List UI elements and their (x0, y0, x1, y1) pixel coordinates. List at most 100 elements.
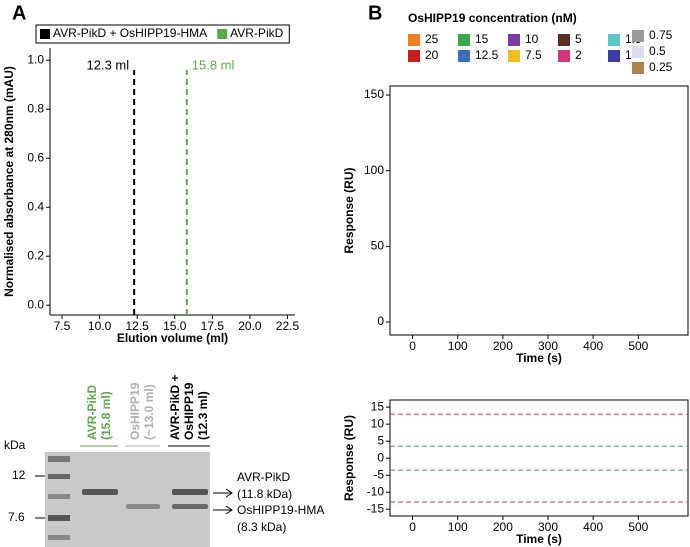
arrow (213, 488, 233, 498)
x-tick-label: 22.5 (276, 319, 300, 333)
legend-swatch (632, 46, 644, 58)
legend-label: 1 (625, 48, 632, 62)
lane-label: (15.8 ml) (99, 391, 113, 440)
gel-band (48, 494, 70, 499)
legend-swatch (608, 34, 620, 46)
legend-label: 12.5 (475, 48, 499, 62)
lane-label: OsHIPP19 (128, 382, 142, 440)
y-tick-label: 15 (371, 399, 385, 413)
y-tick-label: -10 (367, 484, 385, 498)
x-tick-label: 12.5 (125, 319, 149, 333)
legend-label: 10 (525, 32, 539, 46)
legend-label: 7.5 (525, 48, 542, 62)
x-axis-label: Time (s) (516, 351, 562, 365)
x-tick-label: 100 (448, 339, 468, 353)
y-tick-label: 50 (371, 239, 385, 253)
band-label: AVR-PikD (237, 470, 290, 484)
legend-swatch (458, 34, 470, 46)
plot-frame (389, 399, 689, 517)
x-tick-label: 20.0 (238, 319, 262, 333)
lane-label: AVR-PikD (85, 385, 99, 440)
y-tick-label: -15 (367, 501, 385, 515)
legend-label: 20 (425, 48, 439, 62)
legend-swatch (508, 34, 520, 46)
x-tick-label: 300 (538, 339, 558, 353)
gel: kDa 12 7.6 AVR-PikD (15.8 ml) OsHIPP19 (… (4, 375, 324, 547)
y-axis-label: Response (RU) (342, 415, 356, 501)
x-tick-label: 15.0 (163, 319, 187, 333)
y-tick-label: 0 (377, 450, 384, 464)
x-axis-label: Elution volume (ml) (117, 331, 228, 345)
annotation: 15.8 ml (192, 57, 235, 72)
x-tick-label: 200 (493, 339, 513, 353)
x-tick-label: 10.0 (88, 319, 112, 333)
x-tick-label: 300 (538, 520, 558, 534)
band-label: (8.3 kDa) (237, 520, 286, 534)
x-tick-label: 7.5 (54, 319, 71, 333)
y-tick-label: 150 (364, 87, 384, 101)
marker-label: 12 (12, 468, 26, 482)
legend-label: 5 (575, 32, 582, 46)
gel-band (126, 504, 160, 509)
y-tick-label: 0.4 (27, 199, 44, 213)
annotation: 12.3 ml (87, 57, 130, 72)
legend-title: OsHIPP19 concentration (nM) (408, 11, 577, 25)
lane-label: (~13.0 ml) (142, 384, 156, 440)
gel-band (48, 515, 70, 521)
y-tick-label: 5 (377, 433, 384, 447)
band-label: (11.8 kDa) (237, 487, 292, 501)
y-tick-label: 0.2 (27, 248, 44, 262)
gel-band (48, 535, 70, 540)
y-tick-label: 0.6 (27, 150, 44, 164)
x-tick-label: 17.5 (201, 319, 225, 333)
legend-swatch (217, 29, 228, 39)
legend-label: 0.5 (649, 44, 666, 58)
gel-band (48, 474, 70, 479)
legend-label: AVR-PikD (230, 26, 283, 40)
lane-label: OsHIPP19 (182, 382, 196, 440)
x-tick-label: 200 (493, 520, 513, 534)
legend-swatch (558, 50, 570, 62)
y-axis-label: Normalised absorbance at 280nm (mAU) (2, 66, 16, 297)
gel-unit: kDa (4, 438, 26, 452)
y-tick-label: 0 (377, 314, 384, 328)
band-label: OsHIPP19-HMA (237, 503, 324, 517)
gel-image (45, 452, 210, 547)
panel-label: B (368, 2, 382, 24)
marker-label: 7.6 (8, 510, 25, 524)
legend-swatch (632, 30, 644, 42)
gel-band (48, 456, 70, 462)
y-tick-label: -5 (373, 467, 384, 481)
y-tick-label: 10 (371, 416, 385, 430)
legend-label: 25 (425, 32, 439, 46)
legend-label: AVR-PikD + OsHIPP19-HMA (53, 26, 207, 40)
legend-swatch (608, 50, 620, 62)
y-tick-label: 0.0 (27, 297, 44, 311)
legend-label: 2 (575, 48, 582, 62)
gel-band (172, 489, 208, 495)
x-tick-label: 400 (583, 339, 603, 353)
plot-frame (389, 85, 689, 336)
gel-band (172, 504, 208, 509)
lane-label: (12.3 ml) (196, 391, 210, 440)
lane-label: AVR-PikD + (168, 375, 182, 440)
panel-label: A (12, 2, 26, 24)
x-tick-label: 100 (448, 520, 468, 534)
x-axis-label: Time (s) (516, 532, 562, 546)
legend-label: 15 (475, 32, 489, 46)
x-tick-label: 0 (409, 339, 416, 353)
x-tick-label: 500 (628, 339, 648, 353)
legend-swatch (558, 34, 570, 46)
legend-swatch (508, 50, 520, 62)
y-tick-label: 100 (364, 163, 384, 177)
arrow (213, 505, 233, 515)
legend-swatch (40, 29, 50, 39)
x-tick-label: 400 (583, 520, 603, 534)
legend-swatch (408, 50, 420, 62)
x-tick-label: 500 (628, 520, 648, 534)
legend-label: 0.25 (649, 60, 673, 74)
y-tick-label: 1.0 (27, 52, 44, 66)
y-axis-label: Response (RU) (342, 167, 356, 253)
legend-swatch (458, 50, 470, 62)
